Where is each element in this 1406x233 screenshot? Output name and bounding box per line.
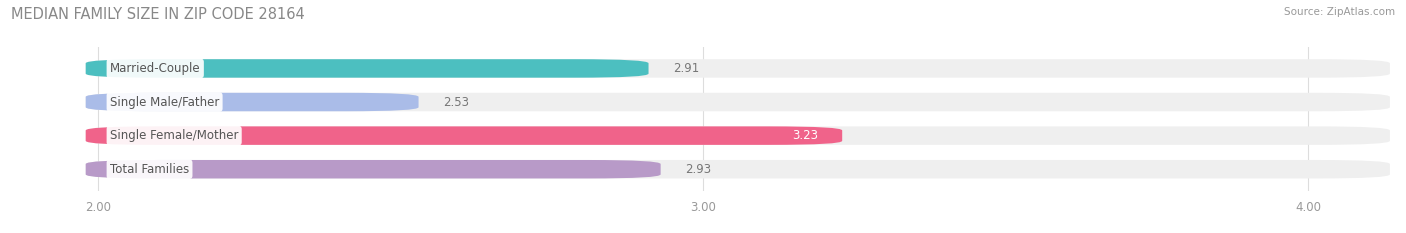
- Text: MEDIAN FAMILY SIZE IN ZIP CODE 28164: MEDIAN FAMILY SIZE IN ZIP CODE 28164: [11, 7, 305, 22]
- FancyBboxPatch shape: [86, 126, 842, 145]
- FancyBboxPatch shape: [86, 59, 648, 78]
- Text: Single Female/Mother: Single Female/Mother: [110, 129, 239, 142]
- FancyBboxPatch shape: [86, 93, 419, 111]
- FancyBboxPatch shape: [86, 59, 1391, 78]
- Text: Source: ZipAtlas.com: Source: ZipAtlas.com: [1284, 7, 1395, 17]
- Text: Total Families: Total Families: [110, 163, 190, 176]
- Text: 3.23: 3.23: [792, 129, 818, 142]
- FancyBboxPatch shape: [86, 160, 1391, 178]
- FancyBboxPatch shape: [86, 126, 1391, 145]
- Text: 2.91: 2.91: [672, 62, 699, 75]
- FancyBboxPatch shape: [86, 93, 1391, 111]
- Text: Married-Couple: Married-Couple: [110, 62, 201, 75]
- Text: 2.53: 2.53: [443, 96, 468, 109]
- Text: Single Male/Father: Single Male/Father: [110, 96, 219, 109]
- FancyBboxPatch shape: [86, 160, 661, 178]
- Text: 2.93: 2.93: [685, 163, 711, 176]
